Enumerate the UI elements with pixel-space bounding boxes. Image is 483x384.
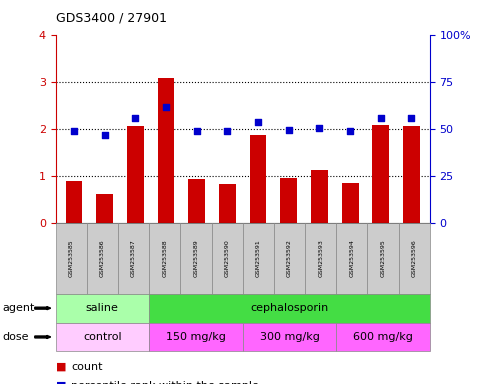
Point <box>70 127 78 134</box>
Text: ■: ■ <box>56 381 66 384</box>
Text: GSM253588: GSM253588 <box>162 240 167 277</box>
Text: GSM253590: GSM253590 <box>225 239 229 277</box>
Text: GSM253596: GSM253596 <box>412 239 417 277</box>
Text: GDS3400 / 27901: GDS3400 / 27901 <box>56 12 167 25</box>
Text: GSM253589: GSM253589 <box>193 239 199 277</box>
Bar <box>311 170 328 223</box>
Text: GSM253595: GSM253595 <box>381 239 385 277</box>
Bar <box>157 78 174 223</box>
Text: GSM253592: GSM253592 <box>287 239 292 277</box>
Text: 300 mg/kg: 300 mg/kg <box>259 332 319 342</box>
Point <box>315 125 323 131</box>
Point <box>377 115 384 121</box>
Bar <box>372 125 389 223</box>
Point <box>408 115 415 121</box>
Text: cephalosporin: cephalosporin <box>250 303 328 313</box>
Text: GSM253585: GSM253585 <box>69 240 73 277</box>
Text: saline: saline <box>86 303 119 313</box>
Text: GSM253591: GSM253591 <box>256 239 261 277</box>
Text: 150 mg/kg: 150 mg/kg <box>166 332 226 342</box>
Text: GSM253586: GSM253586 <box>100 240 105 277</box>
Text: count: count <box>71 362 102 372</box>
Text: agent: agent <box>2 303 35 313</box>
Bar <box>219 184 236 223</box>
Bar <box>66 181 83 223</box>
Bar <box>127 126 144 223</box>
Bar <box>96 194 113 223</box>
Text: control: control <box>83 332 122 342</box>
Text: ■: ■ <box>56 362 66 372</box>
Point <box>193 127 200 134</box>
Point <box>131 115 139 121</box>
Point <box>224 128 231 134</box>
Point <box>162 104 170 110</box>
Bar <box>250 135 267 223</box>
Text: dose: dose <box>2 332 29 342</box>
Text: GSM253587: GSM253587 <box>131 239 136 277</box>
Text: GSM253594: GSM253594 <box>349 239 355 277</box>
Bar <box>188 179 205 223</box>
Point <box>101 132 109 138</box>
Text: percentile rank within the sample: percentile rank within the sample <box>71 381 259 384</box>
Bar <box>341 183 358 223</box>
Point <box>254 119 262 125</box>
Text: GSM253593: GSM253593 <box>318 239 323 277</box>
Point <box>285 126 293 132</box>
Point <box>346 127 354 134</box>
Bar <box>280 177 297 223</box>
Text: 600 mg/kg: 600 mg/kg <box>353 332 413 342</box>
Bar <box>403 126 420 223</box>
